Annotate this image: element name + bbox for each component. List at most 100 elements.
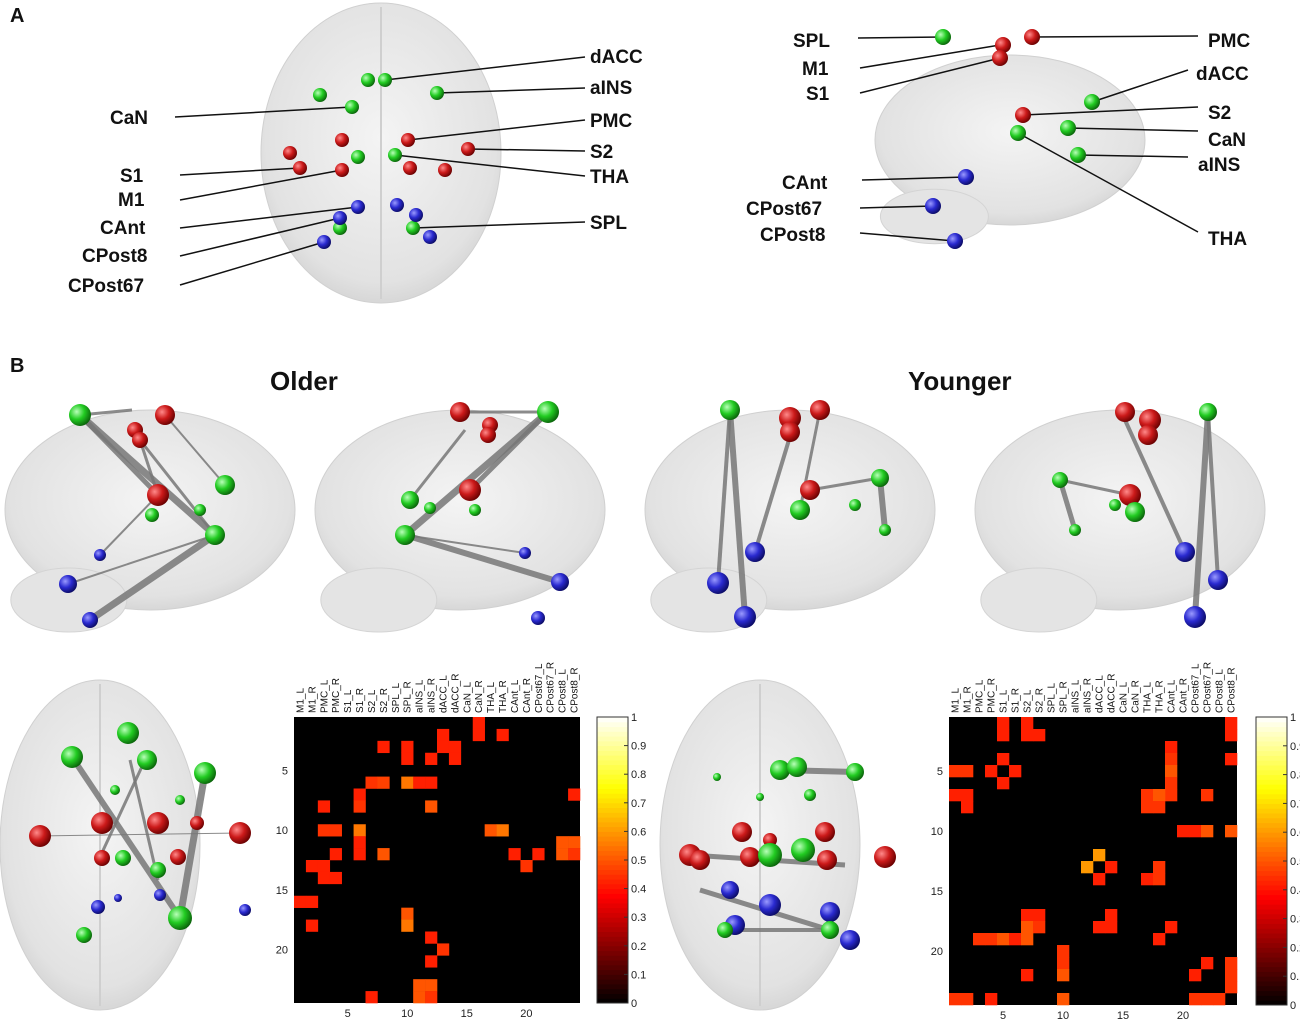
sensorimotor-node <box>1015 107 1031 123</box>
matrix-cell <box>329 871 342 885</box>
matrix-cell <box>437 740 450 754</box>
colorbar-segment <box>597 893 628 899</box>
label-can: CaN <box>110 108 148 129</box>
colorbar-segment <box>597 826 628 832</box>
leader-line <box>1067 127 1199 132</box>
matrix-cell <box>1141 801 1154 814</box>
matrix-cell <box>294 895 307 908</box>
colorbar-segment <box>597 807 628 813</box>
column-label: SPL_L <box>391 683 402 713</box>
colorbar-segment <box>597 750 628 756</box>
matrix-cell <box>305 860 319 873</box>
colorbar-segment <box>1256 990 1287 996</box>
colorbar-segment <box>597 726 628 732</box>
salience-node <box>168 906 192 930</box>
matrix-cell <box>1225 729 1238 742</box>
column-label: CaN_L <box>462 681 473 713</box>
cerebellar-node <box>317 235 331 249</box>
colorbar-segment <box>1256 971 1287 977</box>
salience-node <box>787 757 807 777</box>
salience-node <box>537 401 559 423</box>
matrix-cell <box>1057 969 1070 982</box>
matrix-cell <box>1225 957 1238 970</box>
colorbar-segment <box>1256 966 1287 972</box>
matrix-cell <box>1009 933 1022 946</box>
connection-edge <box>99 494 159 556</box>
colorbar-segment <box>1256 861 1287 867</box>
sensorimotor-node <box>740 847 760 867</box>
salience-node <box>871 469 889 487</box>
colorbar-segment <box>597 745 628 751</box>
matrix-cell <box>365 991 378 1004</box>
salience-node <box>361 73 375 87</box>
sensorimotor-node <box>401 133 415 147</box>
matrix-cell <box>425 979 438 992</box>
cerebellar-node <box>423 230 437 244</box>
matrix-cell <box>484 824 497 837</box>
colorbar-segment <box>1256 841 1287 848</box>
label-ains: aINS <box>590 78 632 99</box>
column-label: dACC_L <box>438 675 449 713</box>
matrix-cell <box>317 860 331 873</box>
column-label: S2_L <box>1023 689 1034 713</box>
colorbar-tick-label: 0.3 <box>1290 914 1300 926</box>
salience-node <box>194 504 206 516</box>
cerebellar-node <box>390 198 404 212</box>
colorbar-tick-label: 0.5 <box>1290 856 1300 868</box>
connection-edge <box>176 772 209 919</box>
colorbar-segment <box>597 831 628 837</box>
matrix-cell <box>1153 933 1166 946</box>
colorbar-segment <box>597 960 628 966</box>
label-cpost67: CPost67 <box>746 199 822 220</box>
cerebellar-node <box>114 894 122 902</box>
matrix-cell <box>961 765 974 778</box>
colorbar-tick-label: 0.2 <box>631 941 646 953</box>
matrix-cell <box>496 824 509 837</box>
cerebellar-node <box>759 894 781 916</box>
colorbar-segment <box>1256 731 1287 737</box>
label-m1: M1 <box>802 59 829 80</box>
leader-line <box>1077 154 1189 158</box>
sensorimotor-node <box>94 850 110 866</box>
matrix-cell <box>1189 969 1202 982</box>
matrix-cell <box>1021 909 1034 922</box>
connection-edge <box>404 534 526 554</box>
matrix-cell <box>1141 789 1154 802</box>
matrix-cell <box>1021 933 1034 946</box>
column-label: dACC_R <box>450 674 461 713</box>
sensorimotor-node <box>283 146 297 160</box>
matrix-cell <box>437 943 450 956</box>
cerebellar-node <box>721 881 739 899</box>
colorbar-segment <box>597 774 628 780</box>
salience-node <box>1010 125 1026 141</box>
cerebellum <box>320 567 438 633</box>
salience-node <box>770 760 790 780</box>
connection-edge <box>67 534 216 585</box>
matrix-cell <box>448 752 462 765</box>
column-label: CaN_R <box>474 680 485 713</box>
colorbar-tick-label: 0.7 <box>1290 798 1300 810</box>
matrix-cell <box>1021 921 1034 934</box>
colorbar-segment <box>1256 779 1287 785</box>
colorbar-segment <box>1256 947 1287 953</box>
matrix-cell <box>997 753 1010 766</box>
colorbar-segment <box>597 998 628 1004</box>
colorbar-segment <box>1256 909 1287 915</box>
cerebellar-node <box>239 904 251 916</box>
colorbar-segment <box>597 736 628 742</box>
colorbar-segment <box>597 874 628 880</box>
leader-line <box>859 44 1001 69</box>
colorbar-segment <box>1256 726 1287 732</box>
cerebellar-node <box>333 211 347 225</box>
salience-node <box>313 88 327 102</box>
matrix-cell <box>1153 861 1166 874</box>
colorbar-segment <box>597 898 628 904</box>
colorbar-segment <box>597 917 628 923</box>
colorbar-segment <box>597 860 628 866</box>
connection-edge <box>138 439 217 536</box>
cerebellar-node <box>351 200 365 214</box>
matrix-cell <box>1225 825 1238 838</box>
label-s1: S1 <box>120 166 144 187</box>
colorbar-segment <box>597 921 628 928</box>
